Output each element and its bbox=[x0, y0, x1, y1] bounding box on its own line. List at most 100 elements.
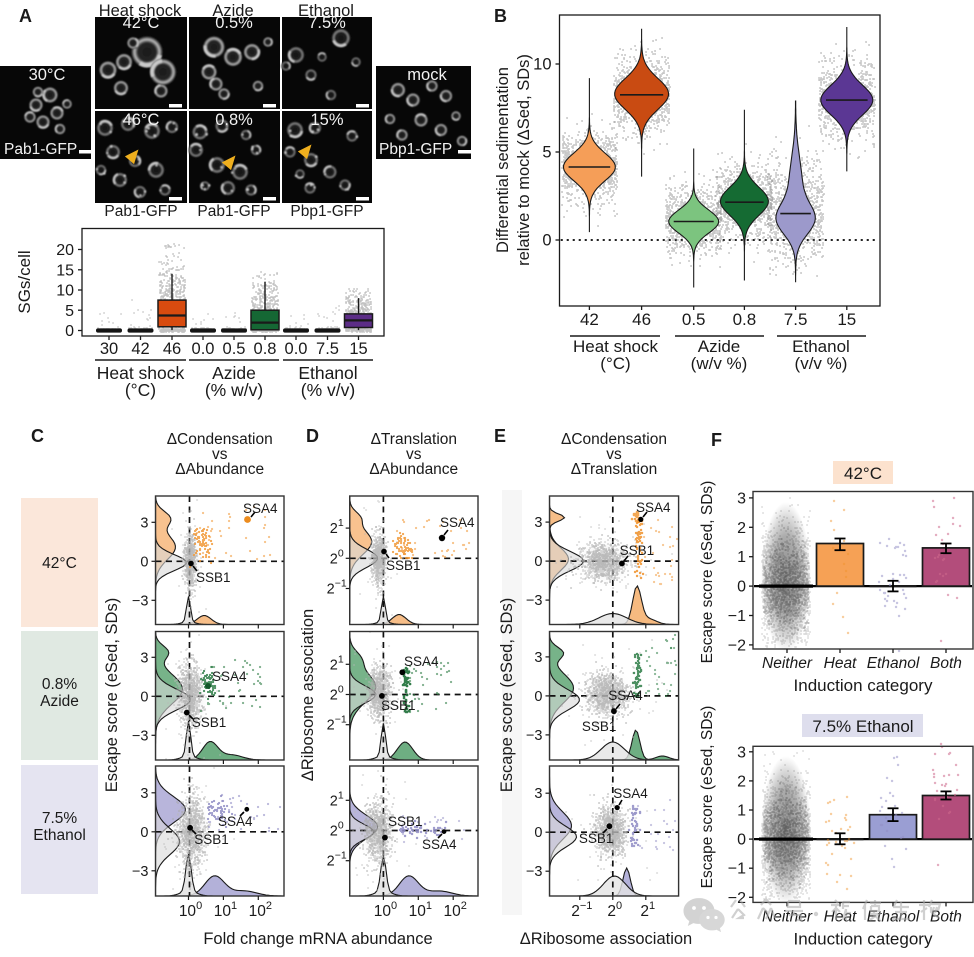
svg-text:1: 1 bbox=[737, 549, 746, 566]
svg-text:0: 0 bbox=[542, 232, 551, 250]
svg-text:ΔAbundance: ΔAbundance bbox=[175, 461, 264, 478]
svg-text:Azide: Azide bbox=[40, 693, 79, 710]
svg-text:mock: mock bbox=[407, 66, 447, 84]
svg-text:Pab1-GFP: Pab1-GFP bbox=[4, 141, 77, 158]
svg-text:(w/v %): (w/v %) bbox=[691, 354, 748, 373]
svg-text:15: 15 bbox=[837, 310, 856, 329]
svg-text:(°C): (°C) bbox=[125, 380, 156, 400]
svg-text:SSB1: SSB1 bbox=[620, 543, 655, 558]
svg-text:0: 0 bbox=[65, 323, 74, 340]
svg-text:Azide: Azide bbox=[212, 363, 256, 383]
svg-text:SSB1: SSB1 bbox=[192, 715, 227, 730]
svg-text:2: 2 bbox=[737, 520, 746, 537]
svg-text:0: 0 bbox=[737, 832, 746, 849]
svg-text:vs: vs bbox=[406, 446, 422, 463]
svg-text:0: 0 bbox=[534, 554, 542, 570]
svg-text:SSB1: SSB1 bbox=[582, 719, 617, 734]
svg-text:Both: Both bbox=[930, 655, 962, 672]
svg-text:SSB1: SSB1 bbox=[388, 814, 423, 829]
svg-text:Ethanol: Ethanol bbox=[298, 2, 354, 20]
svg-text:2: 2 bbox=[737, 773, 746, 790]
svg-text:Ethanol: Ethanol bbox=[298, 363, 357, 383]
svg-text:0: 0 bbox=[737, 579, 746, 596]
svg-text:(% v/v): (% v/v) bbox=[301, 380, 355, 400]
svg-text:Neither: Neither bbox=[762, 655, 813, 672]
svg-text:42°C: 42°C bbox=[844, 464, 882, 483]
svg-text:46: 46 bbox=[632, 310, 651, 329]
svg-text:Fold change mRNA abundance: Fold change mRNA abundance bbox=[203, 930, 432, 948]
svg-text:−3: −3 bbox=[526, 728, 543, 744]
svg-text:−3: −3 bbox=[526, 593, 543, 609]
svg-text:Escape score (eSed, SDs): Escape score (eSed, SDs) bbox=[699, 481, 716, 664]
svg-text:SSA4: SSA4 bbox=[636, 500, 671, 515]
svg-text:Escape score (eSed, SDs): Escape score (eSed, SDs) bbox=[103, 598, 121, 792]
svg-text:0.5: 0.5 bbox=[223, 340, 246, 358]
svg-text:0: 0 bbox=[140, 554, 148, 570]
svg-text:SSA4: SSA4 bbox=[608, 688, 643, 703]
svg-text:Neither: Neither bbox=[762, 908, 813, 925]
svg-text:Induction category: Induction category bbox=[794, 929, 933, 948]
svg-text:ΔTranslation: ΔTranslation bbox=[371, 431, 457, 448]
svg-text:SSA4: SSA4 bbox=[243, 501, 278, 516]
svg-text:SSA4: SSA4 bbox=[613, 786, 648, 801]
svg-text:0.5%: 0.5% bbox=[215, 14, 253, 32]
svg-text:Escape score (eSed, SDs): Escape score (eSed, SDs) bbox=[699, 706, 716, 889]
svg-text:SSB1: SSB1 bbox=[386, 558, 421, 573]
svg-text:42°C: 42°C bbox=[123, 14, 160, 32]
svg-text:SSB1: SSB1 bbox=[196, 570, 231, 585]
svg-text:Ethanol: Ethanol bbox=[33, 827, 86, 844]
svg-text:−3: −3 bbox=[132, 593, 149, 609]
svg-text:relative to mock (ΔSed, SDs): relative to mock (ΔSed, SDs) bbox=[515, 54, 533, 266]
svg-text:30°C: 30°C bbox=[29, 66, 66, 84]
svg-text:46°C: 46°C bbox=[123, 111, 160, 129]
svg-text:Ethanol: Ethanol bbox=[867, 655, 920, 672]
svg-text:1: 1 bbox=[737, 803, 746, 820]
svg-text:0: 0 bbox=[140, 689, 148, 705]
svg-text:42: 42 bbox=[580, 310, 599, 329]
svg-text:Differential sedimentation: Differential sedimentation bbox=[494, 67, 512, 253]
svg-text:Pab1-GFP: Pab1-GFP bbox=[104, 203, 177, 220]
svg-text:3: 3 bbox=[534, 515, 542, 531]
svg-text:3: 3 bbox=[534, 786, 542, 802]
svg-text:0.0: 0.0 bbox=[192, 340, 215, 358]
svg-text:0.8%: 0.8% bbox=[42, 676, 78, 693]
svg-text:ΔCondensation: ΔCondensation bbox=[167, 431, 273, 448]
svg-text:−3: −3 bbox=[132, 728, 149, 744]
svg-text:SSB1: SSB1 bbox=[381, 698, 416, 713]
svg-text:Ethanol: Ethanol bbox=[792, 337, 850, 356]
svg-text:ΔRibosome association: ΔRibosome association bbox=[299, 609, 317, 781]
svg-text:(v/v %): (v/v %) bbox=[795, 354, 848, 373]
svg-text:B: B bbox=[494, 6, 507, 26]
svg-text:ΔCondensation: ΔCondensation bbox=[561, 431, 667, 448]
svg-text:Heat shock: Heat shock bbox=[573, 337, 659, 356]
svg-text:3: 3 bbox=[534, 650, 542, 666]
svg-text:0: 0 bbox=[534, 689, 542, 705]
svg-text:−1: −1 bbox=[728, 861, 746, 878]
svg-text:46: 46 bbox=[163, 340, 181, 358]
svg-text:vs: vs bbox=[212, 446, 228, 463]
svg-text:−1: −1 bbox=[728, 608, 746, 625]
svg-text:SSB1: SSB1 bbox=[579, 831, 614, 846]
svg-text:−3: −3 bbox=[526, 864, 543, 880]
svg-text:(% w/v): (% w/v) bbox=[205, 380, 263, 400]
svg-text:SSA4: SSA4 bbox=[422, 837, 457, 852]
svg-text:SSA4: SSA4 bbox=[218, 814, 253, 829]
svg-text:−2: −2 bbox=[728, 637, 746, 654]
svg-text:7.5%: 7.5% bbox=[308, 14, 346, 32]
svg-text:0: 0 bbox=[534, 825, 542, 841]
svg-text:0: 0 bbox=[140, 825, 148, 841]
svg-text:Azide: Azide bbox=[212, 2, 253, 20]
svg-text:0.8: 0.8 bbox=[733, 310, 757, 329]
svg-text:7.5: 7.5 bbox=[316, 340, 339, 358]
svg-text:3: 3 bbox=[140, 515, 148, 531]
svg-text:A: A bbox=[19, 6, 32, 26]
svg-text:3: 3 bbox=[140, 786, 148, 802]
svg-text:SSA4: SSA4 bbox=[212, 669, 247, 684]
svg-text:Induction category: Induction category bbox=[794, 676, 933, 695]
svg-text:5: 5 bbox=[65, 303, 74, 320]
svg-text:0.8: 0.8 bbox=[254, 340, 277, 358]
svg-text:10: 10 bbox=[56, 283, 74, 300]
svg-text:42: 42 bbox=[131, 340, 149, 358]
svg-text:Pab1-GFP: Pab1-GFP bbox=[197, 203, 270, 220]
svg-text:C: C bbox=[31, 426, 44, 446]
